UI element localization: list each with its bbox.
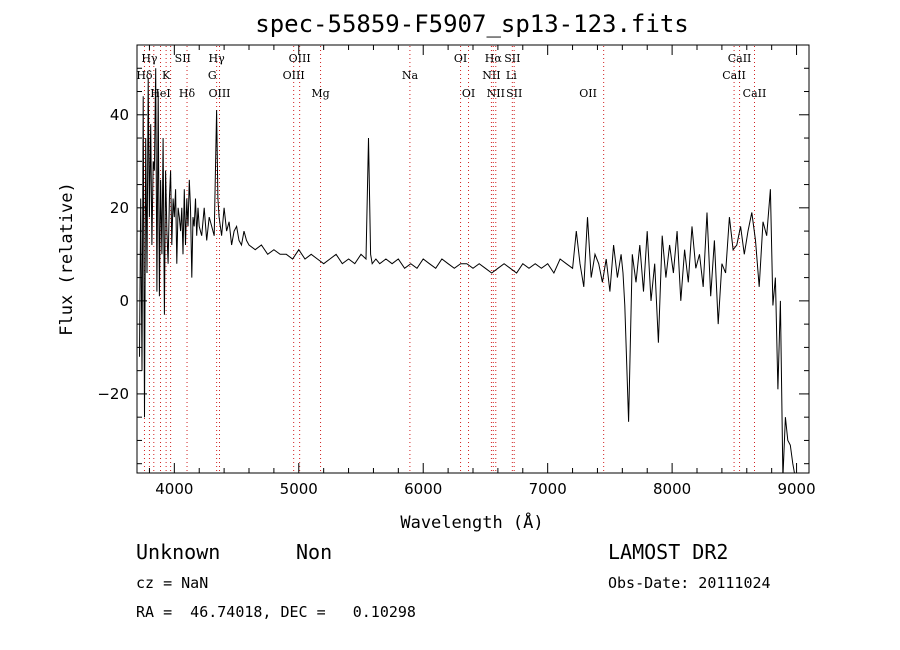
x-axis-label: Wavelength (Å) <box>400 511 543 533</box>
line-marker-label: CaII <box>743 87 767 100</box>
x-tick-label: 5000 <box>280 480 318 498</box>
line-marker-label: OI <box>462 87 475 100</box>
line-marker-label: Na <box>402 69 419 82</box>
line-marker-label: SII <box>175 52 191 65</box>
line-marker-label: Hγ <box>141 52 158 65</box>
line-marker-label: Li <box>506 69 517 82</box>
line-marker-label: Hδ <box>179 87 196 100</box>
line-marker-label: OIII <box>283 69 305 82</box>
line-marker-label: Mg <box>311 87 329 100</box>
x-tick-label: 9000 <box>777 480 815 498</box>
x-tick-label: 7000 <box>529 480 567 498</box>
line-marker-label: NII <box>487 87 505 100</box>
axis-ticks: 4000 5000 6000 7000 8000 9000 −20 0 20 40 <box>97 44 816 498</box>
y-tick-label: 40 <box>110 106 129 124</box>
cz-label: cz = NaN <box>136 574 209 592</box>
line-marker-label: Hγ <box>209 52 226 65</box>
obs-date-label: Obs-Date: 20111024 <box>608 574 771 592</box>
line-marker-label: OII <box>579 87 597 100</box>
class-label: Unknown <box>136 540 221 564</box>
line-marker-label: OIII <box>289 52 311 65</box>
line-marker-label: CaII <box>722 69 746 82</box>
spectrum-line <box>139 68 795 473</box>
y-tick-label: 0 <box>119 292 129 310</box>
y-tick-label: 20 <box>110 199 129 217</box>
radec-label: RA = 46.74018, DEC = 0.10298 <box>136 603 416 621</box>
subclass-label: Non <box>296 540 333 564</box>
line-marker-label: HeI <box>150 87 170 100</box>
line-marker-label: CaII <box>728 52 752 65</box>
line-marker-label: G <box>208 69 217 82</box>
survey-label: LAMOST DR2 <box>608 540 729 564</box>
line-marker-label: NII <box>482 69 500 82</box>
line-marker-label: Hα <box>485 52 503 65</box>
line-marker-label: Hδ <box>136 69 153 82</box>
line-marker-label: SII <box>504 52 520 65</box>
plot-frame <box>136 44 810 474</box>
x-tick-label: 6000 <box>404 480 442 498</box>
x-tick-label: 4000 <box>155 480 193 498</box>
spectrum-series <box>139 68 795 473</box>
line-marker-label: OIII <box>208 87 230 100</box>
x-tick-label: 8000 <box>653 480 691 498</box>
line-marker-label: OI <box>454 52 467 65</box>
y-axis-label: Flux (relative) <box>57 182 77 336</box>
chart-title: spec-55859-F5907_sp13-123.fits <box>255 10 688 38</box>
line-marker-label: K <box>162 69 171 82</box>
y-tick-label: −20 <box>97 385 129 403</box>
line-marker-label: SII <box>506 87 522 100</box>
